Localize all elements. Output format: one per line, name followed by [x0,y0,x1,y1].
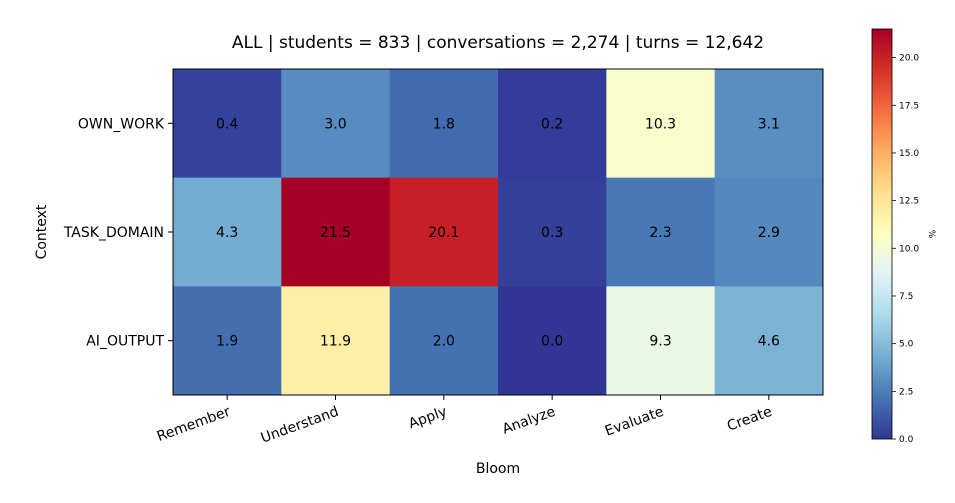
cell-value-label: 21.5 [320,225,351,241]
heatmap-cell-ai-output-remember [173,286,282,396]
colorbar-tick-label: 7.5 [899,292,913,302]
colorbar-tick-label: 12.5 [899,197,919,207]
x-tick-label: Create [725,404,774,435]
cell-value-label: 3.1 [758,116,780,132]
heatmap-cell-ai-output-create [714,286,824,396]
chart-title: ALL | students = 833 | conversations = 2… [232,33,764,53]
cell-value-label: 0.0 [541,334,563,350]
heatmap-cell-own-work-evaluate [606,69,716,179]
heatmap-cell-task-domain-remember [173,177,282,287]
heatmap-cell-own-work-understand [281,69,391,179]
cell-value-label: 11.9 [320,334,351,350]
y-tick-label: TASK_DOMAIN [63,225,164,241]
cell-value-label: 1.9 [216,334,238,350]
cell-value-label: 3.0 [324,116,346,132]
colorbar [871,28,893,440]
cell-value-label: 20.1 [428,225,459,241]
cell-value-label: 2.0 [433,334,455,350]
colorbar-tick-label: 0.0 [899,435,914,445]
cell-value-label: 9.3 [649,334,671,350]
colorbar-tick-label: 10.0 [899,244,919,254]
x-axis-label: Bloom [476,461,520,477]
colorbar-label: % [926,230,936,239]
colorbar-tick-label: 2.5 [899,387,913,397]
cell-value-label: 0.3 [541,225,563,241]
colorbar-tick-label: 15.0 [899,149,919,159]
heatmap-cell-task-domain-apply [389,177,499,287]
y-tick-label: OWN_WORK [78,116,165,132]
heatmap-cell-ai-output-analyze [498,286,607,396]
heatmap-cell-ai-output-evaluate [606,286,716,396]
x-tick-label: Analyze [500,404,557,438]
x-tick-label: Evaluate [603,404,666,440]
colorbar-tick-label: 5.0 [899,340,914,350]
cell-value-label: 1.8 [433,116,455,132]
colorbar-tick-label: 20.0 [899,54,919,64]
heatmap-cell-task-domain-understand [281,177,391,287]
heatmap-cell-ai-output-understand [281,286,391,396]
heatmap-cell-task-domain-evaluate [606,177,716,287]
heatmap-cell-own-work-apply [389,69,499,179]
cell-value-label: 4.6 [758,334,780,350]
x-tick-label: Understand [259,404,341,447]
y-axis-label: Context [34,204,50,259]
cell-value-label: 2.9 [758,225,780,241]
x-tick-label: Remember [155,404,233,445]
heatmap-cell-own-work-analyze [498,69,607,179]
cell-value-label: 2.3 [649,225,671,241]
cell-value-label: 0.4 [216,116,238,132]
cell-value-label: 10.3 [645,116,676,132]
cell-value-label: 4.3 [216,225,238,241]
heatmap-cell-task-domain-analyze [498,177,607,287]
y-tick-label: AI_OUTPUT [86,334,164,350]
heatmap-cell-own-work-create [714,69,824,179]
heatmap-cell-ai-output-apply [389,286,499,396]
heatmap-cell-task-domain-create [714,177,824,287]
x-tick-label: Apply [407,404,450,433]
colorbar-tick-label: 17.5 [899,101,919,111]
heatmap-cell-own-work-remember [173,69,282,179]
cell-value-label: 0.2 [541,116,563,132]
